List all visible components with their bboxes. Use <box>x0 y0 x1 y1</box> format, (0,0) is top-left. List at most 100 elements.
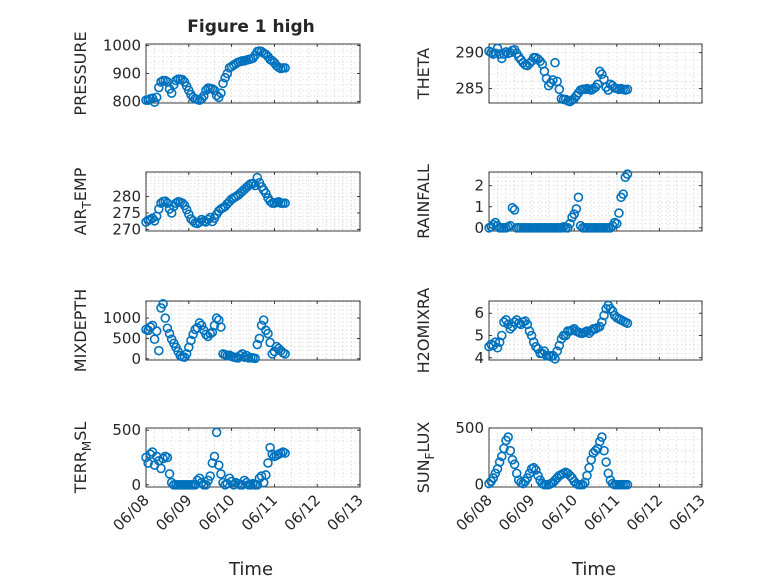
x-tick-label: 06/11 <box>580 491 623 534</box>
data-point <box>256 471 267 481</box>
y-label-main: AIR <box>71 209 90 236</box>
data-point <box>280 349 290 359</box>
data-point <box>145 449 156 460</box>
data-point <box>216 322 226 332</box>
data-point <box>177 198 188 208</box>
data-point <box>156 77 166 87</box>
data-point <box>209 451 220 462</box>
data-point <box>154 82 164 93</box>
data-point <box>196 320 207 331</box>
data-point <box>194 217 205 227</box>
y-axis-label: SUNFLUX <box>414 422 437 494</box>
data-point <box>235 350 245 361</box>
data-point <box>158 299 168 309</box>
axes-frame <box>145 171 361 232</box>
data-point <box>599 445 609 456</box>
data-point <box>524 326 535 336</box>
data-point <box>592 79 603 90</box>
y-tick-label: 1000 <box>103 36 141 54</box>
y-axis-label: PRESSURE <box>71 31 90 115</box>
data-point <box>188 329 198 340</box>
y-tick-label: 1000 <box>103 309 141 327</box>
data-point <box>258 315 269 325</box>
data-point <box>156 463 166 474</box>
data-point <box>261 470 271 480</box>
data-point <box>181 204 192 215</box>
data-point <box>528 462 539 473</box>
subplot-pressure: 800 900 1000 PRESSURE <box>71 31 361 116</box>
data-point <box>494 457 505 467</box>
x-tick-label: 06/09 <box>495 491 538 534</box>
data-point <box>211 427 222 438</box>
data-point <box>573 192 584 203</box>
data-point <box>201 329 211 340</box>
data-point <box>571 204 582 214</box>
data-point <box>490 468 501 479</box>
data-point <box>618 189 628 199</box>
data-point <box>160 313 171 323</box>
data-point <box>622 479 633 490</box>
axes-frame <box>488 43 703 104</box>
data-point <box>164 328 175 339</box>
data-point <box>492 43 503 54</box>
data-point <box>565 218 575 229</box>
y-tick-label: 280 <box>112 188 141 206</box>
y-tick-label: 275 <box>112 204 141 222</box>
data-point <box>492 342 503 353</box>
data-point <box>611 218 622 229</box>
subplot-rainfall: 0 1 2 RAINFALL <box>414 164 703 239</box>
data-point <box>577 479 588 490</box>
y-tick-label: 4 <box>474 349 484 367</box>
data-point <box>582 326 592 336</box>
subplot-terr_msl: 0 500 06/08 06/09 06/10 06/11 06/12 06/13 TERRMS… <box>71 421 367 534</box>
y-axis-label: THETA <box>414 48 433 100</box>
chart-title: Figure 1 high <box>187 17 315 37</box>
data-point <box>252 172 263 183</box>
data-point <box>149 97 160 107</box>
data-point <box>213 460 224 470</box>
data-point <box>531 465 541 475</box>
data-point <box>505 445 516 456</box>
plot-area <box>146 428 360 487</box>
x-axis-label-left: Time <box>228 559 273 580</box>
y-axis-label: H2OMIXRA <box>414 288 433 374</box>
data-point <box>550 57 560 68</box>
data-point <box>614 208 624 218</box>
data-point <box>250 353 260 364</box>
y-label-main: SUN <box>414 459 433 493</box>
x-tick-label: 06/10 <box>538 491 581 534</box>
data-point <box>211 313 222 323</box>
data-point <box>509 205 520 215</box>
data-point <box>263 458 273 468</box>
data-point <box>501 315 511 325</box>
subplot-theta: 285 290 THETA <box>414 43 703 107</box>
data-point <box>194 318 205 328</box>
axes-frame <box>145 427 361 488</box>
data-point <box>280 63 290 73</box>
data-point <box>531 341 541 352</box>
data-point <box>601 457 611 467</box>
y-tick-label: 6 <box>474 304 484 322</box>
y-label-main: TERR <box>71 451 90 494</box>
data-point <box>166 88 177 98</box>
data-point <box>594 321 605 332</box>
y-tick-label: 290 <box>455 44 484 62</box>
subplot-sun_flux: 0 500 06/08 06/09 06/10 06/11 06/12 06/13 SUNFLU… <box>414 419 709 534</box>
data-point <box>522 473 533 483</box>
x-tick-label: 06/13 <box>324 491 367 534</box>
y-axis-label: TERRMSL <box>71 422 94 495</box>
data-point <box>607 306 618 316</box>
data-point <box>160 75 171 86</box>
y-label-tail: EMP <box>71 167 90 201</box>
data-point <box>166 208 177 218</box>
y-label-subscript: F <box>423 452 437 459</box>
data-point <box>507 454 518 465</box>
data-point <box>597 432 607 442</box>
x-tick-label: 06/10 <box>195 491 238 534</box>
data-point <box>552 346 562 356</box>
data-point <box>496 330 507 341</box>
y-axis-label: MIXDEPTH <box>71 289 90 372</box>
data-point <box>154 204 164 214</box>
y-tick-label: 0 <box>474 476 484 494</box>
data-point <box>501 47 511 57</box>
